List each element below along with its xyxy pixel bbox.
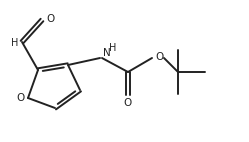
Text: O: O: [155, 52, 163, 62]
Text: O: O: [46, 14, 54, 24]
Text: H: H: [11, 38, 19, 48]
Text: O: O: [16, 93, 24, 103]
Text: N: N: [103, 48, 111, 58]
Text: H: H: [109, 43, 117, 53]
Text: O: O: [124, 98, 132, 108]
